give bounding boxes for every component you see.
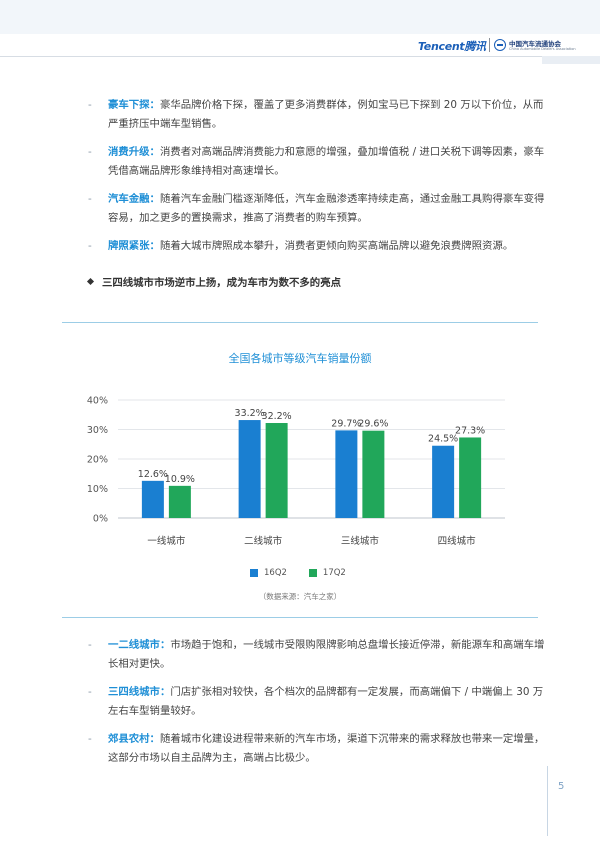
chart-legend: 16Q2 17Q2	[250, 568, 368, 578]
legend-label: 17Q2	[322, 568, 346, 578]
chart-source: （数据来源：汽车之家）	[258, 592, 342, 601]
x-tick-label: 三线城市	[341, 535, 380, 547]
list-item: - 汽车金融：随着汽车金融门槛逐渐降低，汽车金融渗透率持续走高，通过金融工具购得豪…	[88, 190, 548, 228]
section-heading-text: 三四线城市市场逆市上扬，成为车市为数不多的亮点	[102, 277, 341, 289]
logo-separator	[489, 38, 490, 52]
data-label: 29.7%	[331, 418, 361, 429]
section-heading: 三四线城市市场逆市上扬，成为车市为数不多的亮点	[86, 274, 341, 289]
tencent-logo: Tencent腾讯	[418, 40, 486, 53]
x-axis-ticks: 一线城市 二线城市 三线城市 四线城市	[147, 535, 476, 547]
y-tick-label: 40%	[87, 396, 108, 407]
bullet-text: 随着汽车金融门槛逐渐降低，汽车金融渗透率持续走高，通过金融工具购得豪车变得容易，…	[108, 193, 545, 224]
bullet-keyword: 消费升级：	[108, 146, 160, 158]
y-tick-label: 0%	[93, 514, 108, 525]
list-item: - 豪车下探：豪华品牌价格下探，覆盖了更多消费群体，例如宝马已下探到 20 万以下…	[88, 96, 548, 134]
city-tier-list: - 一二线城市：市场趋于饱和，一线城市受限购限牌影响总盘增长接近停滞，新能源车和高…	[88, 636, 548, 777]
legend-item-16q2: 16Q2	[250, 568, 287, 578]
chart-top-rule	[62, 322, 538, 323]
bullet-keyword: 三四线城市：	[108, 686, 171, 698]
legend-item-17q2: 17Q2	[308, 568, 346, 578]
side-rule	[547, 766, 548, 836]
y-axis-ticks: 0% 10% 20% 30% 40%	[87, 396, 108, 525]
list-item: - 一二线城市：市场趋于饱和，一线城市受限购限牌影响总盘增长接近停滞，新能源车和高…	[88, 636, 548, 674]
luxury-factors-list: - 豪车下探：豪华品牌价格下探，覆盖了更多消费群体，例如宝马已下探到 20 万以下…	[88, 96, 548, 265]
bar-17q2-3	[459, 437, 482, 518]
data-label: 27.3%	[455, 425, 485, 436]
x-tick-label: 四线城市	[438, 535, 477, 547]
diamond-bullet-icon	[86, 277, 95, 286]
bullet-text: 消费者对高端品牌消费能力和意愿的增强，叠加增值税 / 进口关税下调等因素，豪车凭…	[108, 146, 545, 177]
data-label: 29.6%	[358, 419, 388, 430]
list-item: - 牌照紧张：随着大城市牌照成本攀升，消费者更倾向购买高端品牌以避免浪费牌照资源。	[88, 237, 548, 256]
chart-title: 全国各城市等级汽车销量份额	[228, 352, 372, 365]
data-label: 24.5%	[428, 434, 458, 445]
data-label: 10.9%	[165, 474, 195, 485]
bullet-text: 随着城市化建设进程带来新的汽车市场，渠道下沉带来的需求释放也带来一定增量，这部分…	[108, 733, 545, 764]
data-label: 12.6%	[138, 469, 168, 480]
legend-swatch	[250, 569, 258, 577]
list-item: - 消费升级：消费者对高端品牌消费能力和意愿的增强，叠加增值税 / 进口关税下调等…	[88, 143, 548, 181]
x-tick-label: 一线城市	[147, 535, 186, 547]
chart-bottom-rule	[62, 617, 538, 618]
dash-marker: -	[88, 146, 92, 158]
dash-marker: -	[88, 240, 92, 252]
y-tick-label: 10%	[87, 484, 108, 495]
bullet-text: 市场趋于饱和，一线城市受限购限牌影响总盘增长接近停滞，新能源车和高端车增长相对更…	[108, 639, 545, 670]
dash-marker: -	[88, 733, 92, 745]
data-label: 32.2%	[262, 411, 292, 422]
dash-marker: -	[88, 99, 92, 111]
bar-17q2-0	[168, 485, 191, 518]
header-top-band	[0, 0, 600, 34]
bullet-keyword: 郊县农村：	[108, 733, 160, 745]
association-name-en: China Automobile Dealers Association	[509, 47, 576, 51]
bullet-keyword: 牌照紧张：	[108, 240, 160, 252]
dash-marker: -	[88, 193, 92, 205]
header-tab-decoration	[542, 56, 600, 64]
bar-17q2-1	[265, 423, 288, 518]
header-divider	[0, 56, 600, 57]
legend-swatch	[308, 569, 317, 577]
bar-17q2-2	[362, 430, 385, 518]
bullet-keyword: 汽车金融：	[108, 193, 160, 205]
bar-16q2-0	[141, 480, 164, 518]
page-number: 5	[558, 781, 565, 792]
y-tick-label: 20%	[87, 455, 108, 466]
association-name-cn: 中国汽车流通协会	[509, 40, 561, 48]
dash-marker: -	[88, 686, 92, 698]
dash-marker: -	[88, 639, 92, 651]
bar-16q2-1	[238, 420, 261, 518]
association-logo: 中国汽车流通协会 China Automobile Dealers Associ…	[494, 37, 576, 55]
bullet-text: 随着大城市牌照成本攀升，消费者更倾向购买高端品牌以避免浪费牌照资源。	[159, 240, 514, 252]
list-item: - 郊县农村：随着城市化建设进程带来新的汽车市场，渠道下沉带来的需求释放也带来一定…	[88, 730, 548, 768]
data-labels: 12.6%10.9% 33.2%32.2% 29.7%29.6% 24.5%27.3%	[138, 408, 485, 485]
bullet-keyword: 一二线城市：	[108, 639, 171, 651]
list-item: - 三四线城市：门店扩张相对较快，各个档次的品牌都有一定发展，而高端偏下 / 中端…	[88, 683, 548, 721]
bar-16q2-3	[432, 445, 455, 518]
bullet-text: 门店扩张相对较快，各个档次的品牌都有一定发展，而高端偏下 / 中端偏上 30 万…	[108, 686, 544, 717]
association-emblem-icon	[494, 39, 506, 51]
bar-16q2-2	[335, 430, 358, 518]
x-tick-label: 二线城市	[244, 535, 283, 547]
bullet-keyword: 豪车下探：	[108, 99, 160, 111]
chart-bars	[141, 420, 482, 518]
bullet-text: 豪华品牌价格下探，覆盖了更多消费群体，例如宝马已下探到 20 万以下价位，从而严…	[108, 99, 544, 130]
legend-label: 16Q2	[264, 568, 287, 578]
bar-chart: 0% 10% 20% 30% 40% 12.6%10.9% 33.2%32.2% 29.7%…	[87, 396, 505, 547]
data-label: 33.2%	[235, 408, 265, 419]
y-tick-label: 30%	[87, 425, 108, 436]
